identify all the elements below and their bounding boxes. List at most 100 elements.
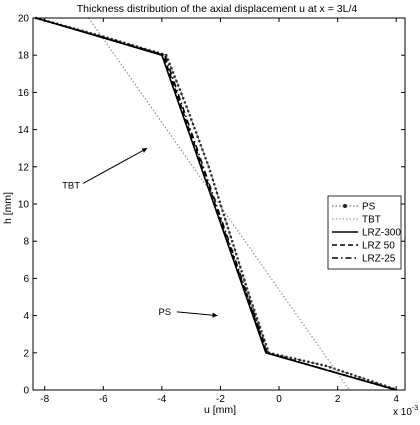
series-point bbox=[230, 239, 234, 243]
series-point bbox=[171, 71, 175, 74]
x-tick-label: -8 bbox=[40, 394, 49, 405]
x-tick-label: -6 bbox=[99, 394, 108, 405]
y-tick-label: 20 bbox=[18, 14, 30, 25]
series-point bbox=[247, 291, 250, 295]
series-point bbox=[232, 244, 235, 247]
y-tick-label: 4 bbox=[23, 311, 29, 322]
series-point bbox=[243, 278, 246, 282]
series-point bbox=[293, 357, 297, 361]
series-point bbox=[349, 373, 353, 376]
annotation-arrowhead-2 bbox=[212, 312, 218, 318]
series-line-1 bbox=[35, 17, 398, 391]
series-point bbox=[225, 222, 228, 225]
series-point bbox=[311, 361, 315, 365]
series-point bbox=[190, 118, 193, 121]
series-point bbox=[298, 358, 301, 362]
series-point bbox=[191, 122, 195, 126]
series-point bbox=[236, 257, 239, 260]
series-point bbox=[221, 209, 224, 212]
series-point bbox=[178, 88, 182, 91]
y-tick-label: 12 bbox=[18, 162, 30, 173]
series-point bbox=[226, 226, 230, 230]
series-point bbox=[217, 196, 220, 199]
series-point bbox=[337, 368, 340, 372]
series-point bbox=[302, 359, 306, 363]
series-line-2 bbox=[88, 17, 350, 391]
series-point bbox=[341, 370, 345, 373]
y-tick-label: 0 bbox=[23, 386, 29, 397]
legend-label-4: LRZ 50 bbox=[362, 241, 395, 252]
series-point bbox=[260, 330, 263, 333]
series-point bbox=[238, 265, 242, 269]
series-point bbox=[208, 169, 212, 173]
series-point bbox=[252, 308, 256, 312]
series-point bbox=[210, 174, 213, 177]
series-point bbox=[205, 161, 209, 164]
series-point bbox=[328, 365, 332, 369]
series-point bbox=[214, 187, 217, 190]
legend: PS TBT LRZ-300 LRZ 50 LRZ-25 bbox=[327, 195, 402, 270]
y-tick-label: 6 bbox=[23, 274, 29, 285]
x-tick-label: -4 bbox=[157, 394, 166, 405]
series-point bbox=[251, 304, 254, 307]
y-tick-label: 8 bbox=[23, 237, 29, 248]
series-point bbox=[233, 248, 237, 252]
series-point bbox=[223, 218, 227, 221]
series-point bbox=[315, 362, 319, 366]
series-point bbox=[186, 109, 190, 113]
y-axis-label: h [mm] bbox=[2, 192, 14, 224]
series-point bbox=[240, 269, 243, 273]
series-point bbox=[307, 360, 310, 364]
series-point bbox=[183, 101, 187, 104]
series-point bbox=[257, 321, 260, 325]
y-tick-label: 2 bbox=[23, 348, 29, 359]
series-point bbox=[320, 363, 323, 367]
series-point bbox=[218, 200, 222, 204]
legend-label-2: TBT bbox=[362, 215, 381, 226]
annotation-arrowhead-1 bbox=[141, 148, 148, 153]
series-point bbox=[234, 252, 238, 256]
series-point bbox=[196, 135, 200, 139]
series-point bbox=[180, 92, 183, 96]
series-point bbox=[168, 62, 171, 66]
series-point bbox=[204, 156, 207, 160]
y-tick-label: 10 bbox=[18, 200, 30, 211]
series-point bbox=[255, 317, 259, 320]
series-point bbox=[194, 131, 198, 134]
series-point bbox=[170, 66, 173, 70]
series-point bbox=[193, 126, 196, 130]
series-point bbox=[181, 96, 185, 100]
x-tick-label: 2 bbox=[335, 394, 341, 405]
legend-label-1: PS bbox=[362, 202, 376, 213]
legend-marker bbox=[343, 204, 347, 208]
series-point bbox=[244, 282, 248, 286]
annotation-arrow-2 bbox=[176, 311, 218, 317]
series-point bbox=[354, 374, 357, 378]
series-point bbox=[211, 178, 215, 182]
series-point bbox=[264, 342, 268, 346]
x-tick-label: -2 bbox=[216, 394, 225, 405]
series-point bbox=[289, 356, 293, 360]
x-axis-exponent-power: -3 bbox=[412, 405, 418, 412]
series-point bbox=[188, 113, 192, 117]
series-point bbox=[241, 274, 245, 277]
series-point bbox=[212, 183, 216, 186]
series-point bbox=[185, 105, 188, 109]
series-point bbox=[207, 165, 211, 169]
series-point bbox=[197, 139, 201, 143]
series-point bbox=[199, 144, 203, 147]
y-tick-label: 14 bbox=[18, 125, 30, 136]
series-point bbox=[237, 261, 241, 264]
series-point bbox=[362, 377, 366, 380]
annotation-arrow-1 bbox=[82, 147, 148, 184]
series-point bbox=[248, 295, 252, 299]
axes: -8 -6 -4 -2 0 2 4 0 2 4 6 8 10 12 14 16 18 20 bbox=[18, 14, 406, 405]
x-axis-label: u [mm] bbox=[204, 404, 236, 416]
series-point bbox=[176, 83, 180, 87]
series-point bbox=[266, 347, 269, 350]
legend-label-3: LRZ-300 bbox=[362, 228, 401, 239]
annotation-label-2: PS bbox=[158, 307, 171, 318]
series-point bbox=[345, 371, 349, 375]
series-point bbox=[219, 204, 223, 208]
